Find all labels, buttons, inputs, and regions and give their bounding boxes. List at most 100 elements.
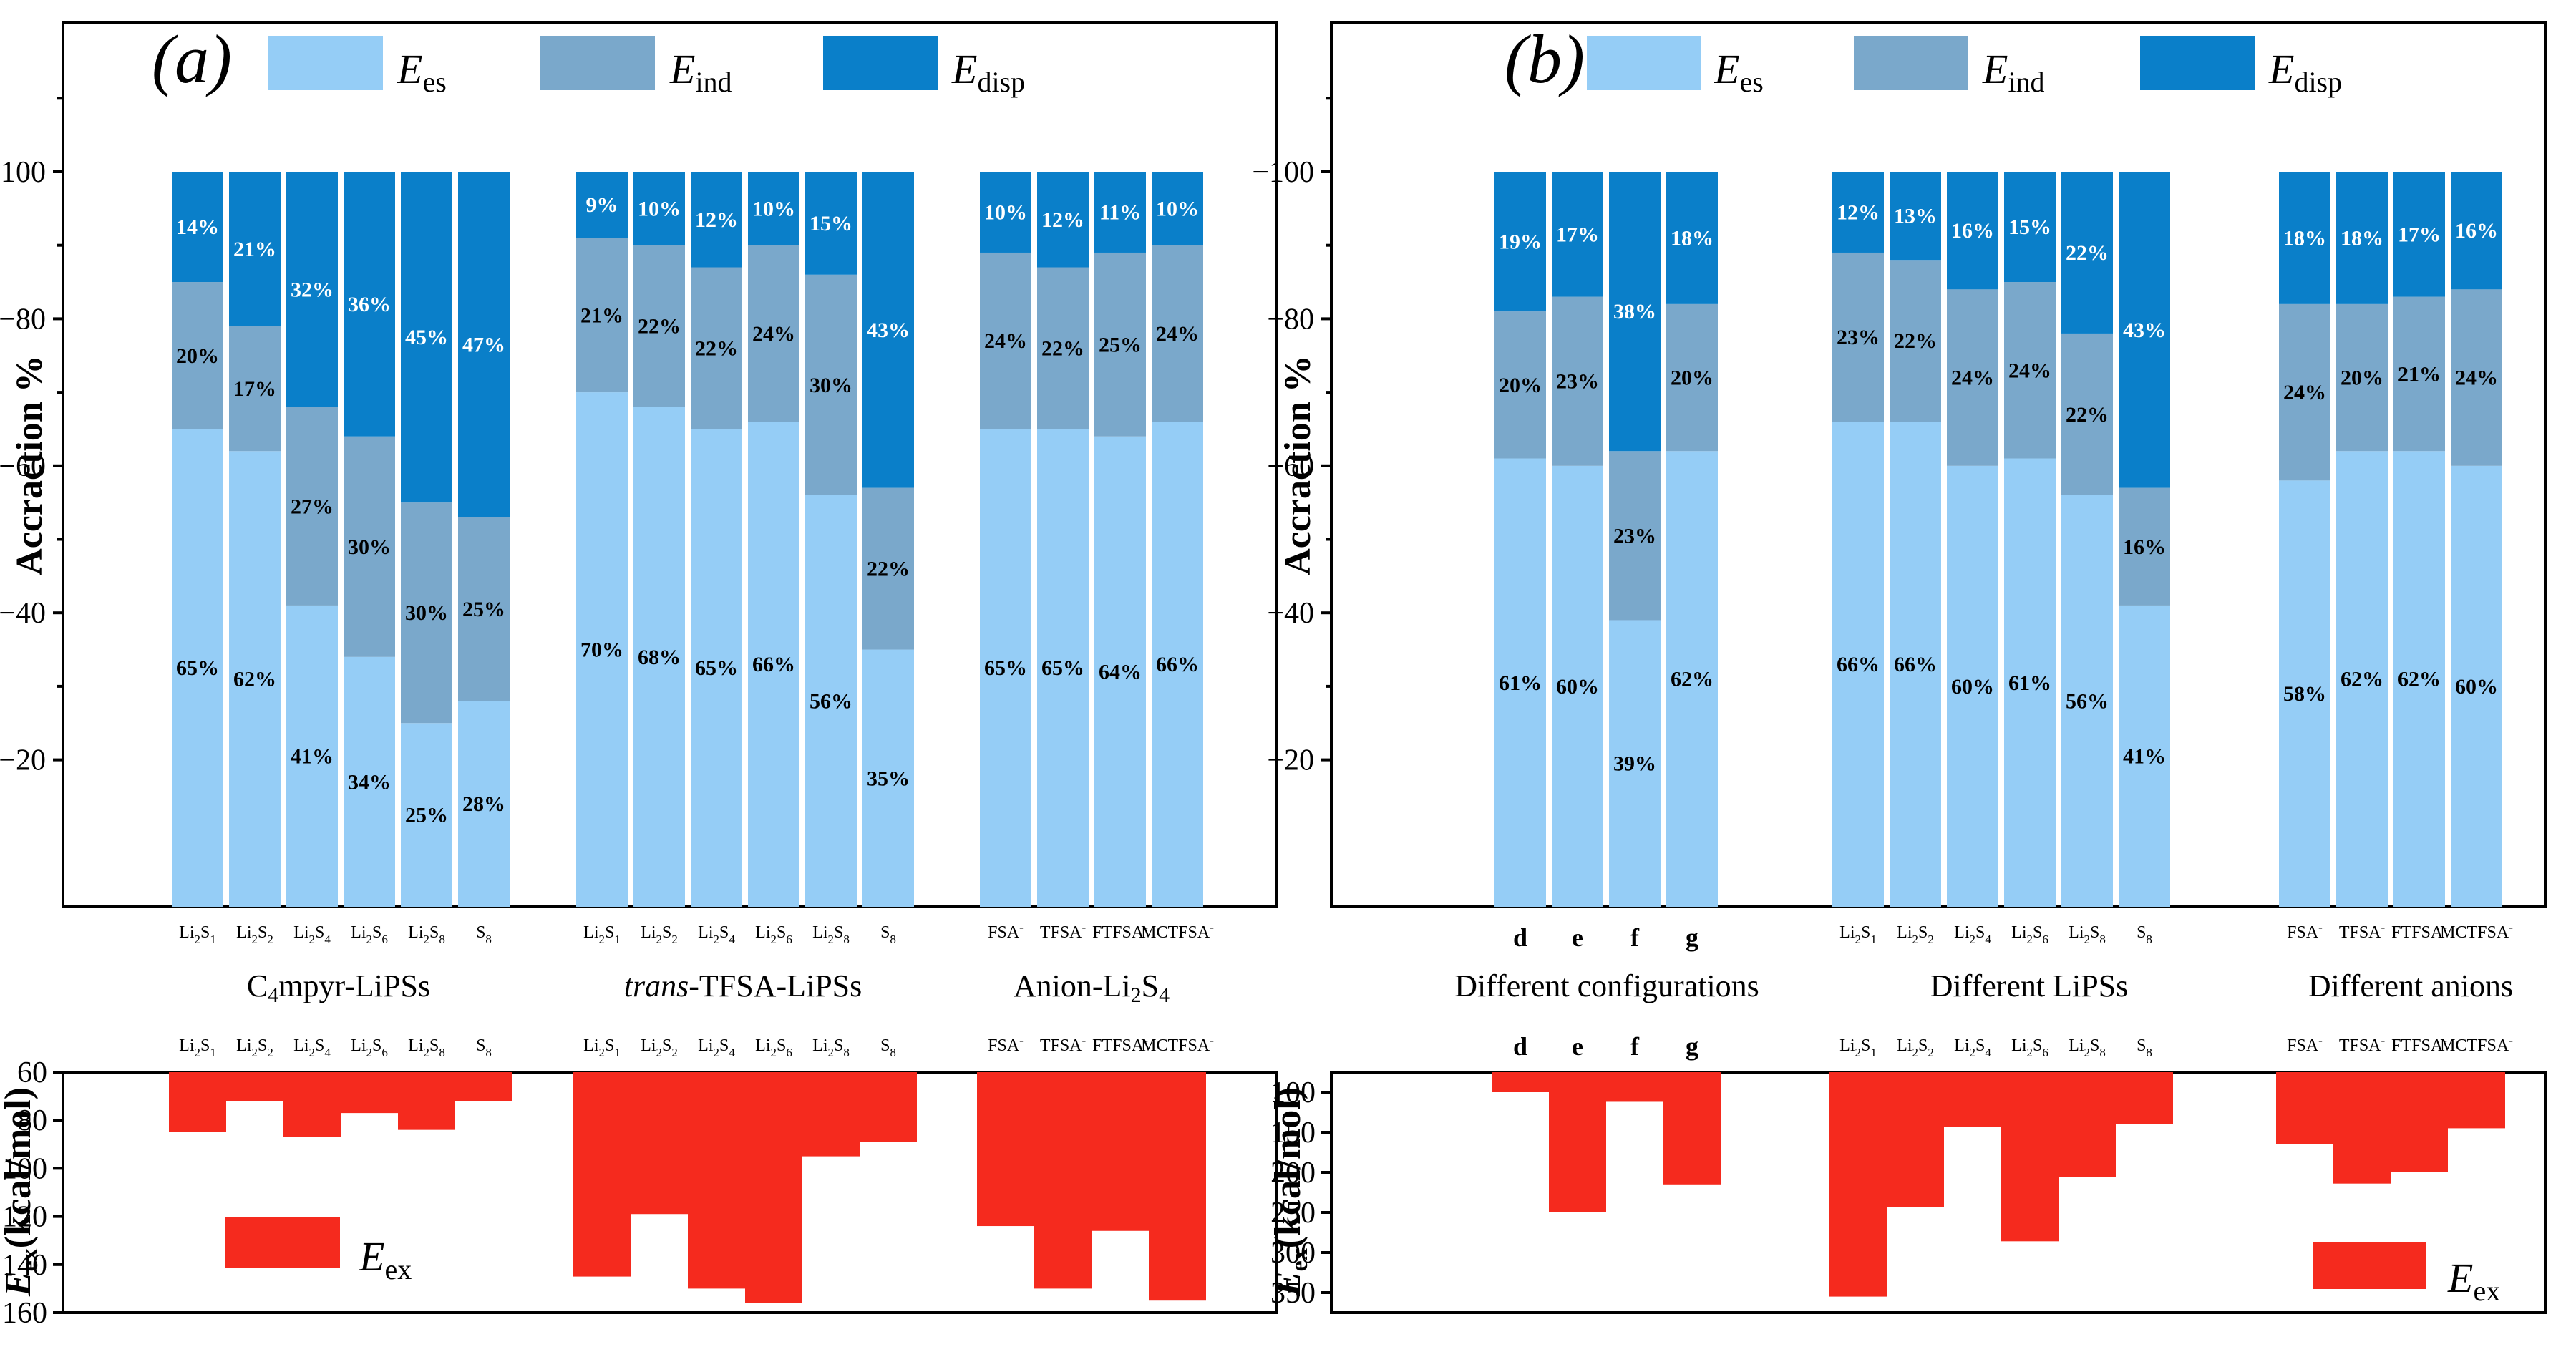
bar-es bbox=[576, 392, 628, 907]
data-label-es: 60% bbox=[2455, 675, 2498, 699]
ex-x-tick-label: Li2S4 bbox=[698, 1036, 735, 1059]
bar-es bbox=[1666, 451, 1718, 907]
bar-disp bbox=[980, 172, 1031, 253]
ex-x-tick-label: FSA- bbox=[2287, 1034, 2323, 1055]
bar-disp bbox=[2393, 172, 2445, 297]
bar-es bbox=[748, 422, 799, 907]
ex-x-tick-label: g bbox=[1686, 1032, 1698, 1061]
bar-es bbox=[1494, 458, 1546, 907]
bar-disp bbox=[1494, 172, 1546, 312]
ex-legend-label: Eex bbox=[2447, 1255, 2500, 1307]
legend-label-ind: Eind bbox=[669, 46, 732, 98]
x-tick-label: FTFSA- bbox=[2391, 920, 2447, 942]
ex-y-tick-label: 120 bbox=[2, 1201, 47, 1234]
bar-ind bbox=[633, 245, 685, 407]
y-tick-label: −100 bbox=[1252, 156, 1314, 189]
data-label-ind: 24% bbox=[984, 329, 1027, 353]
bar-es bbox=[2279, 480, 2330, 907]
data-label-es: 65% bbox=[695, 656, 738, 680]
data-label-es: 56% bbox=[810, 689, 852, 713]
bar-es bbox=[1094, 436, 1146, 907]
data-label-disp: 43% bbox=[867, 318, 910, 342]
legend-label-disp: Edisp bbox=[951, 46, 1025, 98]
bar-disp bbox=[1094, 172, 1146, 253]
data-label-ind: 22% bbox=[1041, 336, 1084, 360]
x-tick-label: Li2S4 bbox=[1954, 923, 1991, 946]
ex-x-tick-label: e bbox=[1572, 1032, 1583, 1061]
bar-ind bbox=[172, 282, 223, 429]
data-label-es: 66% bbox=[752, 653, 795, 676]
ex-bar bbox=[2116, 1072, 2173, 1124]
data-label-disp: 15% bbox=[2008, 215, 2051, 239]
bar-es bbox=[1552, 465, 1603, 907]
bar-ind bbox=[2279, 303, 2330, 481]
data-label-ind: 24% bbox=[1951, 366, 1994, 390]
ex-y-tick-label: 100 bbox=[1270, 1076, 1316, 1109]
bar-es bbox=[2004, 458, 2056, 907]
x-tick-label: Li2S2 bbox=[1897, 923, 1934, 946]
data-label-es: 61% bbox=[1499, 671, 1542, 695]
data-label-ind: 30% bbox=[348, 535, 391, 559]
x-tick-label: g bbox=[1686, 923, 1698, 952]
data-label-es: 62% bbox=[2341, 668, 2383, 691]
y-tick-label: −60 bbox=[0, 450, 46, 483]
y-tick-label: −80 bbox=[0, 303, 46, 336]
ex-bar bbox=[1606, 1072, 1663, 1102]
bar-ind bbox=[2336, 303, 2388, 452]
ex-bar bbox=[341, 1072, 398, 1114]
x-tick-label: Li2S1 bbox=[1839, 923, 1877, 946]
y-tick-label: −100 bbox=[0, 156, 46, 189]
data-label-ind: 27% bbox=[291, 495, 334, 518]
data-label-es: 41% bbox=[2123, 744, 2166, 768]
bar-disp bbox=[633, 172, 685, 245]
group-label: trans-TFSA-LiPSs bbox=[624, 968, 862, 1003]
data-label-disp: 12% bbox=[695, 208, 738, 232]
data-label-ind: 24% bbox=[2455, 366, 2498, 390]
ex-x-tick-label: Li2S8 bbox=[2069, 1036, 2106, 1059]
data-label-es: 60% bbox=[1556, 675, 1599, 699]
bar-disp bbox=[2119, 172, 2170, 488]
group-label: Different configurations bbox=[1454, 968, 1759, 1003]
bar-disp bbox=[401, 172, 452, 503]
data-label-disp: 15% bbox=[810, 212, 852, 235]
x-tick-label: f bbox=[1630, 923, 1640, 952]
x-tick-label: MCTFSA- bbox=[1141, 920, 1214, 942]
ex-bar bbox=[802, 1072, 860, 1157]
ex-x-tick-label: Li2S6 bbox=[2011, 1036, 2048, 1059]
ex-x-tick-label: d bbox=[1513, 1032, 1527, 1061]
ex-y-tick-label: 200 bbox=[1270, 1157, 1316, 1190]
data-label-disp: 10% bbox=[1156, 197, 1199, 220]
ex-bar bbox=[1549, 1072, 1606, 1212]
bar-disp bbox=[2004, 172, 2056, 283]
bar-disp bbox=[691, 172, 742, 268]
x-tick-label: S8 bbox=[2137, 923, 2152, 946]
legend-swatch-es bbox=[268, 36, 383, 90]
ex-x-tick-label: Li2S4 bbox=[1954, 1036, 1991, 1059]
panel-b: (b) Accraction % −20 −40 −60 −80 −100 Ees Eind Ed… bbox=[1252, 21, 2547, 1314]
x-tick-label: Li2S8 bbox=[812, 923, 850, 946]
data-label-es: 70% bbox=[580, 638, 623, 662]
bar-ind bbox=[1666, 303, 1718, 452]
ex-y-tick-label: 350 bbox=[1270, 1277, 1316, 1310]
ex-legend-swatch bbox=[225, 1217, 340, 1268]
data-label-disp: 36% bbox=[348, 293, 391, 316]
bar-ind bbox=[401, 502, 452, 724]
x-tick-label: Li2S8 bbox=[408, 923, 445, 946]
ex-y-axis-label: Eex(kcal/mol) bbox=[1268, 1087, 1313, 1297]
x-tick-label: Li2S2 bbox=[236, 923, 273, 946]
ex-x-tick-label: Li2S6 bbox=[351, 1036, 388, 1059]
bar-disp bbox=[748, 172, 799, 245]
data-label-es: 65% bbox=[176, 656, 219, 680]
ex-x-tick-label: FSA- bbox=[988, 1034, 1024, 1055]
data-label-ind: 24% bbox=[752, 322, 795, 346]
bar-disp bbox=[862, 172, 914, 488]
ex-x-tick-label: Li2S6 bbox=[755, 1036, 792, 1059]
bar-ind bbox=[2061, 333, 2113, 495]
data-label-ind: 24% bbox=[2008, 359, 2051, 382]
bar-es bbox=[1890, 422, 1941, 907]
data-label-disp: 43% bbox=[2123, 318, 2166, 342]
data-label-es: 39% bbox=[1613, 752, 1656, 776]
data-label-ind: 22% bbox=[695, 336, 738, 360]
bar-disp bbox=[2061, 172, 2113, 334]
ex-y-tick-label: 160 bbox=[2, 1297, 47, 1330]
